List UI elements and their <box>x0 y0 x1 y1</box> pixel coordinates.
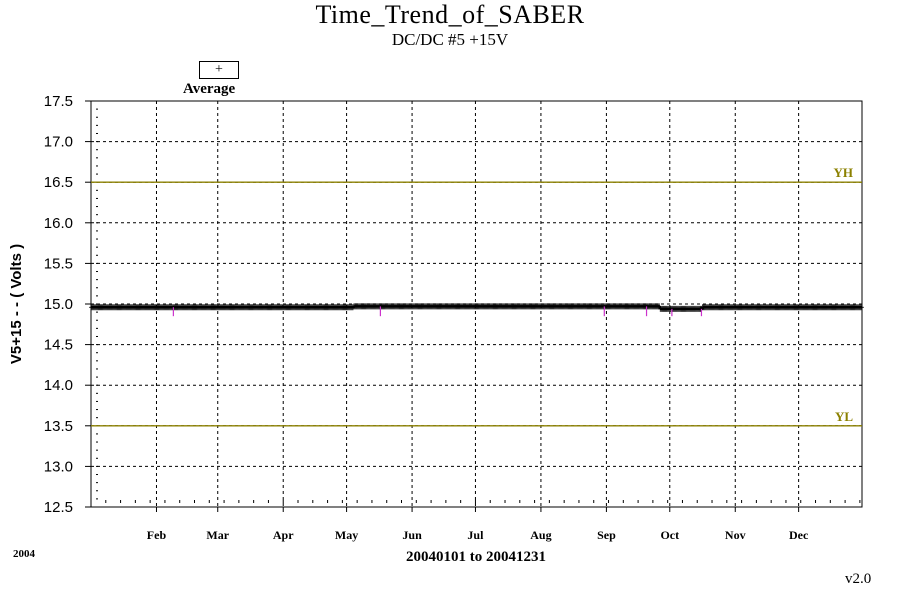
legend-symbol-box: + <box>199 61 239 79</box>
x-month-label: Oct <box>660 528 679 542</box>
limit-label-yh: YH <box>834 165 854 180</box>
y-tick-label: 15.0 <box>44 296 73 313</box>
chart-title: Time_Trend_of_SABER <box>315 0 585 29</box>
x-month-label: Nov <box>725 528 746 542</box>
x-month-label: Dec <box>789 528 809 542</box>
x-month-label: May <box>335 528 358 542</box>
x-month-label: Aug <box>530 528 551 542</box>
y-tick-label: 13.0 <box>44 458 73 475</box>
version-label: v2.0 <box>845 571 872 587</box>
chart-subtitle: DC/DC #5 +15V <box>391 30 509 49</box>
average-point <box>860 304 864 311</box>
y-tick-label: 16.0 <box>44 215 73 232</box>
year-label: 2004 <box>13 548 35 560</box>
y-axis-label: V5+15 - - ( Volts ) <box>8 244 25 364</box>
limit-label-yl: YL <box>835 409 853 424</box>
y-tick-label: 15.5 <box>44 255 73 272</box>
date-range-label: 20040101 to 20041231 <box>406 549 546 565</box>
y-tick-label: 17.0 <box>44 134 73 151</box>
x-month-label: Feb <box>147 528 167 542</box>
x-month-label: Mar <box>206 528 229 542</box>
legend-label: Average <box>183 81 236 97</box>
x-month-label: Jul <box>467 528 484 542</box>
y-tick-label: 14.5 <box>44 337 73 354</box>
y-tick-label: 13.5 <box>44 418 73 435</box>
y-tick-label: 14.0 <box>44 377 73 394</box>
y-tick-label: 16.5 <box>44 174 73 191</box>
y-tick-label: 12.5 <box>44 499 73 516</box>
y-tick-label: 17.5 <box>44 93 73 110</box>
x-month-label: Sep <box>597 528 616 542</box>
x-month-label: Apr <box>273 528 294 542</box>
x-month-label: Jun <box>402 528 422 542</box>
